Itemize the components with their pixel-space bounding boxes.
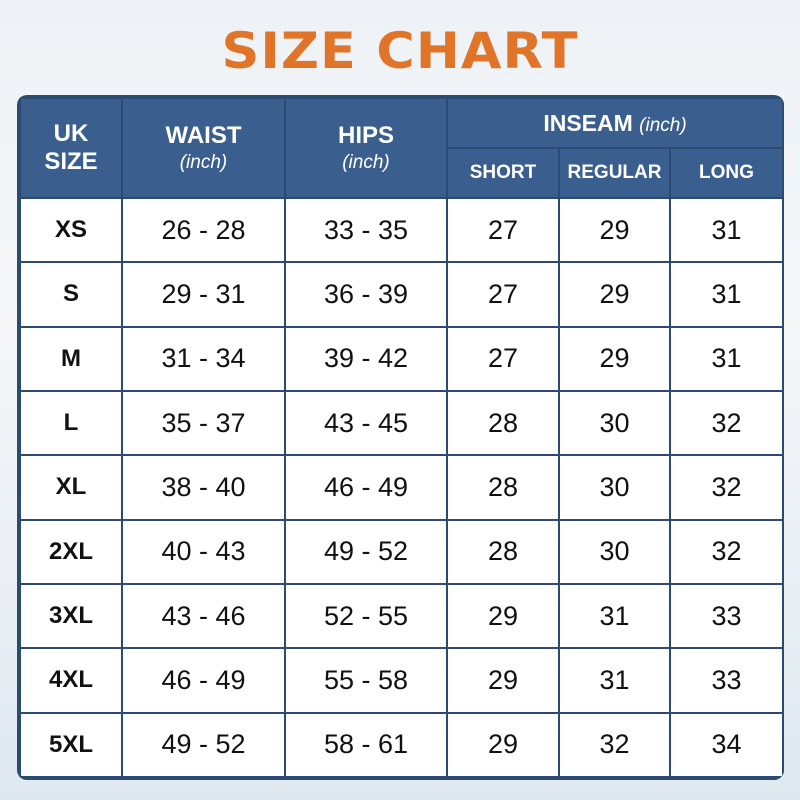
cell-inseam-regular: 29 [558,261,671,328]
cell-waist: 43 - 46 [121,582,286,650]
cell-size: XL [19,454,123,521]
header-uk-size: UK SIZE [19,97,123,199]
cell-hips: 36 - 39 [284,261,448,328]
table-row: M 31 - 34 39 - 42 27 29 31 [19,325,784,392]
cell-hips: 46 - 49 [284,454,448,521]
cell-waist: 46 - 49 [121,647,286,714]
cell-hips: 33 - 35 [284,196,448,264]
cell-inseam-regular: 30 [558,389,671,457]
cell-inseam-long: 31 [669,325,784,392]
cell-inseam-long: 32 [669,518,784,585]
header-waist-unit: (inch) [179,152,228,173]
cell-inseam-short: 29 [446,711,560,779]
table-row: 4XL 46 - 49 55 - 58 29 31 33 [19,647,784,714]
cell-inseam-short: 28 [446,389,560,457]
size-table: UK SIZE WAIST (inch) HIPS (inch) INSEAM … [19,97,784,779]
cell-size: 3XL [19,582,123,650]
cell-inseam-short: 27 [446,325,560,392]
table-row: 3XL 43 - 46 52 - 55 29 31 33 [19,582,784,650]
cell-waist: 49 - 52 [121,711,286,779]
header-inseam-unit: (inch) [639,114,687,136]
table-row: 5XL 49 - 52 58 - 61 29 32 34 [19,711,784,779]
table-row: 2XL 40 - 43 49 - 52 28 30 32 [19,518,784,585]
cell-inseam-long: 34 [669,711,784,779]
cell-inseam-long: 31 [669,261,784,328]
cell-hips: 58 - 61 [284,711,448,779]
cell-inseam-regular: 29 [558,196,671,264]
table-row: L 35 - 37 43 - 45 28 30 32 [19,389,784,457]
cell-size: S [19,261,123,328]
cell-inseam-short: 29 [446,582,560,650]
cell-inseam-regular: 32 [558,711,671,779]
cell-size: 4XL [19,647,123,714]
table-row: XL 38 - 40 46 - 49 28 30 32 [19,454,784,521]
cell-waist: 40 - 43 [121,518,286,585]
cell-inseam-short: 28 [446,518,560,585]
cell-inseam-regular: 31 [558,647,671,714]
cell-hips: 55 - 58 [284,647,448,714]
cell-inseam-regular: 29 [558,325,671,392]
header-uk: UK [53,120,89,147]
header-inseam: INSEAM (inch) [446,97,784,149]
cell-inseam-regular: 30 [558,518,671,585]
cell-size: L [19,389,123,457]
header-regular: REGULAR [558,147,671,199]
page-title: SIZE CHART [221,22,579,80]
header-waist-label: WAIST [165,122,242,149]
cell-inseam-long: 32 [669,389,784,457]
header-size: SIZE [44,148,98,175]
cell-inseam-long: 31 [669,196,784,264]
size-table-frame: UK SIZE WAIST (inch) HIPS (inch) INSEAM … [17,95,784,780]
cell-hips: 39 - 42 [284,325,448,392]
header-waist: WAIST (inch) [121,97,286,199]
cell-inseam-regular: 30 [558,454,671,521]
cell-inseam-short: 28 [446,454,560,521]
header-hips-label: HIPS [337,122,394,149]
cell-hips: 43 - 45 [284,389,448,457]
header-inseam-label: INSEAM [543,109,633,136]
cell-inseam-long: 32 [669,454,784,521]
header-long: LONG [669,147,784,199]
cell-waist: 38 - 40 [121,454,286,521]
cell-size: M [19,325,123,392]
cell-inseam-long: 33 [669,582,784,650]
cell-inseam-short: 29 [446,647,560,714]
cell-size: 2XL [19,518,123,585]
cell-waist: 29 - 31 [121,261,286,328]
cell-waist: 35 - 37 [121,389,286,457]
cell-size: 5XL [19,711,123,779]
cell-waist: 31 - 34 [121,325,286,392]
cell-waist: 26 - 28 [121,196,286,264]
table-row: XS 26 - 28 33 - 35 27 29 31 [19,196,784,264]
cell-hips: 52 - 55 [284,582,448,650]
cell-inseam-regular: 31 [558,582,671,650]
cell-hips: 49 - 52 [284,518,448,585]
header-short: SHORT [446,147,560,199]
header-hips-unit: (inch) [342,152,390,173]
cell-inseam-long: 33 [669,647,784,714]
cell-size: XS [19,196,123,264]
header-hips: HIPS (inch) [284,97,448,199]
cell-inseam-short: 27 [446,261,560,328]
table-row: S 29 - 31 36 - 39 27 29 31 [19,261,784,328]
cell-inseam-short: 27 [446,196,560,264]
